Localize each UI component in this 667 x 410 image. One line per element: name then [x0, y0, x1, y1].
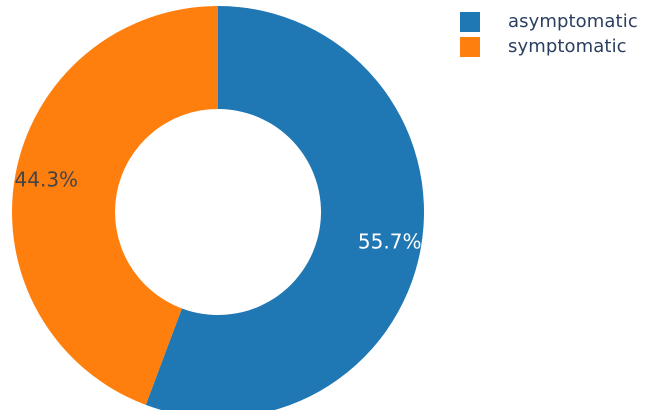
slice-label-asymptomatic: 55.7%: [358, 230, 422, 254]
legend-label-asymptomatic: asymptomatic: [508, 11, 638, 32]
legend-swatch-asymptomatic: [460, 11, 480, 32]
legend-item-asymptomatic[interactable]: asymptomatic: [460, 9, 638, 34]
legend-item-symptomatic[interactable]: symptomatic: [460, 34, 638, 59]
slice-asymptomatic[interactable]: [145, 6, 424, 410]
legend-swatch-symptomatic: [460, 36, 480, 57]
slice-label-symptomatic: 44.3%: [15, 167, 79, 191]
legend: asymptomatic symptomatic: [460, 9, 638, 59]
legend-label-symptomatic: symptomatic: [508, 36, 627, 57]
slice-symptomatic[interactable]: [11, 6, 218, 405]
